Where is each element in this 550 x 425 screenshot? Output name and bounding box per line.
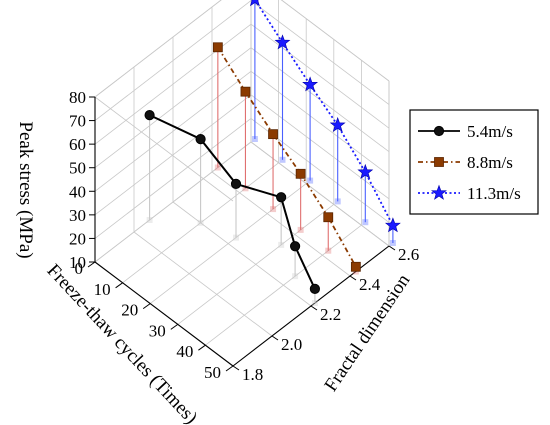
x-tick-label: 50 (204, 363, 221, 382)
series-2-point (350, 261, 361, 272)
back-wall-grid-line (250, 94, 390, 200)
legend-marker-1 (433, 125, 445, 137)
series-2-floor-point (297, 226, 304, 233)
back-wall-grid-line (250, 141, 390, 247)
z-tick-label: 70 (69, 112, 86, 131)
grid-lines (94, 0, 390, 367)
back-wall-grid-line (250, 70, 390, 176)
floor-grid-line (172, 201, 312, 307)
legend-label-1: 5.4m/s (467, 122, 513, 141)
series-1-point (290, 241, 301, 252)
series-1-floor-point (233, 234, 239, 241)
series-2-floor-point (214, 164, 221, 171)
x-axis-line (94, 261, 234, 367)
series-1-point (276, 192, 287, 203)
y-tick (271, 335, 279, 341)
series-3-floor-point (279, 156, 286, 163)
back-wall-grid-line (250, 23, 390, 129)
series-3-line (254, 0, 394, 227)
series-2-floor-point (270, 206, 277, 213)
z-tick-label: 30 (69, 206, 86, 225)
legend: 5.4m/s 8.8m/s 11.3m/s (409, 109, 539, 215)
series-2-point (323, 212, 334, 223)
z-tick-label: 20 (69, 229, 86, 248)
x-tick (225, 365, 234, 372)
y-tick (349, 275, 357, 281)
y-tick-label: 2.0 (281, 335, 302, 354)
series-2-floor-point (242, 185, 249, 192)
x-tick-label: 10 (94, 280, 111, 299)
series-2-point (295, 168, 306, 179)
legend-label-3: 11.3m/s (467, 184, 521, 203)
floor-grid-line (133, 231, 273, 337)
back-wall-grid-line (280, 0, 390, 82)
series-3-floor-point (307, 177, 314, 184)
x-tick-label: 0 (75, 259, 84, 278)
series-3-floor-point (334, 198, 341, 205)
series-1-point (195, 134, 206, 145)
series-3-floor-point (362, 219, 369, 226)
z-tick-label: 50 (69, 159, 86, 178)
x-tick-label: 20 (121, 301, 138, 320)
series-3-point (274, 34, 291, 50)
series-2-floor-point (325, 247, 332, 254)
y-tick (310, 305, 318, 311)
back-wall-grid-line (250, 47, 390, 153)
y-tick-label: 1.8 (242, 365, 263, 384)
y-tick (388, 245, 396, 251)
back-wall-grid-line (250, 0, 390, 105)
series-1-floor-point (311, 300, 318, 306)
x-tick (198, 344, 206, 351)
legend-marker-3 (431, 184, 447, 200)
y-tick-label: 2.4 (359, 275, 381, 294)
series-2-line (217, 46, 357, 268)
y-tick-label: 2.6 (398, 245, 419, 264)
series-1-floor-point (146, 217, 153, 223)
series-1-point (230, 178, 242, 189)
series-1-line (149, 114, 316, 290)
z-tick-label: 10 (69, 253, 86, 272)
legend-label-2: 8.8m/s (467, 153, 513, 172)
x-tick (87, 261, 96, 268)
drop-lines (146, 0, 396, 306)
series-2-point (268, 129, 278, 140)
series-3-point (249, 0, 260, 7)
series-3-point (329, 116, 346, 133)
series-2-point (212, 42, 223, 53)
x-tick-label: 40 (176, 342, 193, 361)
series-3-point (384, 217, 401, 233)
series-2-point (240, 86, 251, 97)
z-tick-label: 80 (69, 88, 86, 107)
series-1-floor-point (197, 219, 204, 226)
x-tick (115, 282, 123, 289)
z-axis-label: Peak stress (MPa) (15, 121, 36, 258)
series-1-point (144, 110, 155, 121)
series-lines (149, 0, 394, 290)
series-1-floor-point (292, 273, 299, 280)
x-tick-label: 30 (149, 321, 166, 340)
axes (94, 97, 390, 367)
box-frame-edge (94, 96, 234, 202)
x-tick (170, 323, 179, 330)
z-tick-label: 40 (69, 182, 86, 201)
y-tick (232, 365, 240, 371)
series-3-floor-point (389, 240, 396, 246)
series-3-floor-point (251, 136, 258, 142)
x-tick (142, 303, 151, 310)
y-tick-label: 2.2 (320, 305, 341, 324)
series-3-point (357, 163, 374, 180)
series-markers (144, 0, 401, 294)
series-1-point (309, 283, 320, 294)
series-3-point (302, 76, 319, 92)
legend-marker-2 (434, 157, 444, 167)
series-1-floor-point (278, 241, 285, 248)
box-frame-edge (280, 0, 390, 82)
z-tick-label: 60 (69, 135, 86, 154)
